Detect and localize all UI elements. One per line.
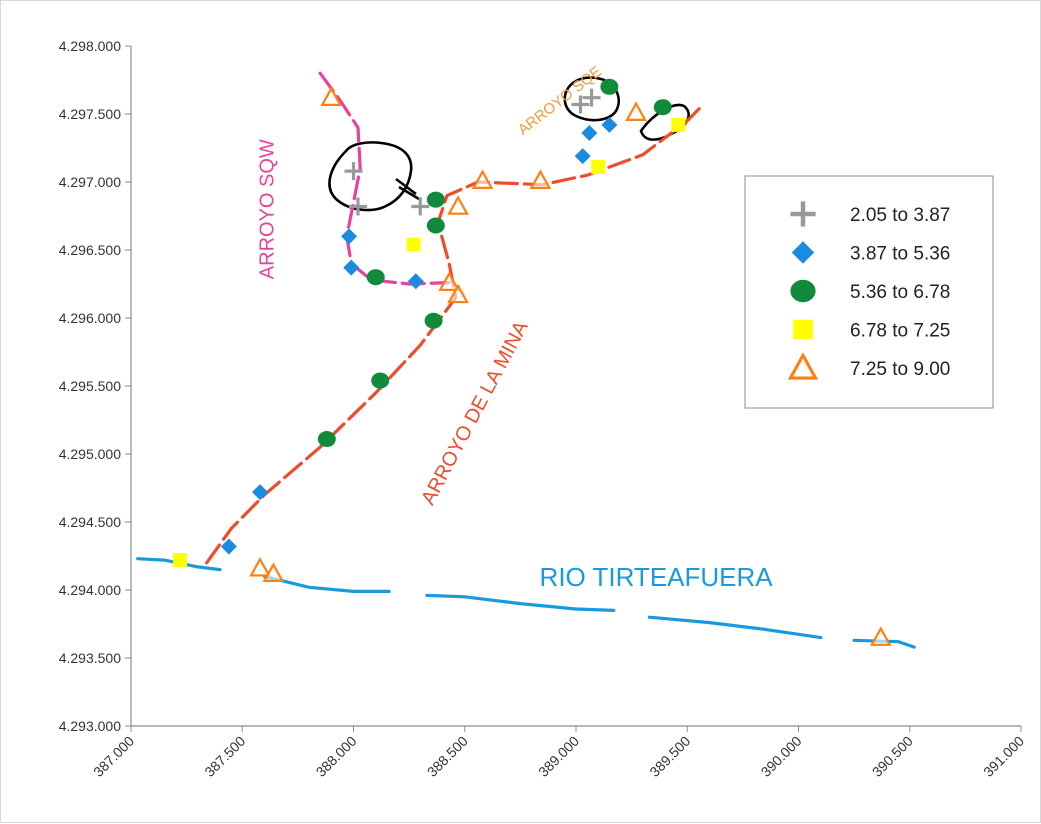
stream-label: ARROYO SQW	[256, 139, 278, 279]
stream-line-rio-tirteafuera	[262, 574, 391, 593]
legend: 2.05 to 3.87 3.87 to 5.36 5.36 to 6.78 6.78…	[744, 175, 994, 409]
x-tick-label: 387.000	[90, 733, 137, 780]
streams	[136, 71, 916, 649]
x-tick-label: 390.500	[869, 733, 916, 780]
y-tick-label: 4.294.000	[59, 582, 121, 598]
x-tick-label: 387.500	[201, 733, 248, 780]
x-tick-label: 390.000	[758, 733, 805, 780]
y-tick-label: 4.296.000	[59, 310, 121, 326]
legend-box	[744, 175, 994, 409]
x-tick-label: 389.000	[535, 733, 582, 780]
loop-sketch-east	[563, 76, 621, 122]
y-tick-label: 4.295.000	[59, 446, 121, 462]
legend-swatch	[793, 319, 813, 340]
data-point	[366, 269, 385, 286]
stream-line-arroyo-sqw	[318, 71, 451, 286]
data-point	[320, 86, 343, 106]
data-point	[582, 88, 601, 107]
x-tick-label: 388.500	[424, 733, 471, 780]
data-point	[406, 237, 421, 252]
data-point	[625, 101, 647, 121]
y-tick-label: 4.296.500	[59, 242, 121, 258]
stream-line-rio-tirteafuera	[425, 593, 616, 612]
legend-entry: 5.36 to 6.78	[850, 282, 950, 303]
x-tick-label: 389.500	[646, 733, 693, 780]
loop-sketch-west	[328, 141, 420, 212]
data-point	[438, 271, 461, 291]
data-point	[249, 556, 271, 577]
y-tick-label: 4.297.000	[59, 174, 121, 190]
data-point	[252, 484, 269, 501]
data-point	[571, 95, 590, 114]
data-point	[581, 125, 598, 142]
data-point	[172, 553, 187, 568]
data-point	[426, 191, 445, 208]
legend-entry: 3.87 to 5.36	[850, 244, 950, 265]
markers	[172, 78, 892, 646]
legend-swatch	[790, 279, 816, 303]
data-point	[447, 283, 469, 304]
data-point	[220, 538, 237, 555]
legend-swatch	[787, 352, 819, 380]
data-point	[600, 78, 619, 95]
data-point	[426, 217, 445, 234]
data-point	[671, 117, 686, 132]
legend-swatch	[791, 241, 815, 264]
y-tick-label: 4.297.500	[59, 106, 121, 122]
y-tick-label: 4.294.500	[59, 514, 121, 530]
x-tick-label: 391.000	[980, 733, 1027, 780]
stream-line-rio-tirteafuera	[852, 638, 916, 649]
data-point	[371, 372, 390, 389]
data-point	[653, 99, 672, 116]
axes: 4.298.000 4.297.500 4.297.000 4.296.500 4.29…	[59, 38, 1028, 780]
legend-entry: 6.78 to 7.25	[850, 321, 950, 342]
data-point	[601, 116, 618, 133]
data-point	[411, 197, 430, 216]
stream-label: ARROYO DE LA MINA	[417, 317, 533, 508]
data-point	[262, 562, 285, 582]
stream-label: RIO TIRTEAFUERA	[540, 562, 774, 592]
legend-swatch	[790, 201, 816, 227]
y-tick-label: 4.293.000	[59, 718, 121, 734]
data-point	[343, 259, 360, 276]
stream-line-arroyo-de-la-mina	[205, 105, 703, 565]
closed-loop-sketches	[328, 76, 690, 212]
legend-entry: 2.05 to 3.87	[850, 205, 950, 226]
data-point	[869, 626, 892, 646]
y-tick-label: 4.293.500	[59, 650, 121, 666]
data-point	[471, 169, 494, 189]
stream-line-rio-tirteafuera	[647, 615, 823, 640]
data-point	[344, 162, 363, 181]
data-point	[341, 228, 358, 245]
data-point	[529, 169, 552, 189]
data-point	[591, 160, 606, 175]
y-tick-label: 4.298.000	[59, 38, 121, 54]
y-tick-label: 4.295.500	[59, 378, 121, 394]
legend-entry: 7.25 to 9.00	[850, 359, 950, 380]
data-point	[348, 197, 367, 216]
data-point	[317, 431, 336, 448]
data-point	[574, 148, 591, 165]
data-point	[447, 195, 469, 215]
data-point	[424, 312, 443, 329]
data-point	[407, 273, 424, 290]
x-tick-label: 388.000	[313, 733, 360, 780]
